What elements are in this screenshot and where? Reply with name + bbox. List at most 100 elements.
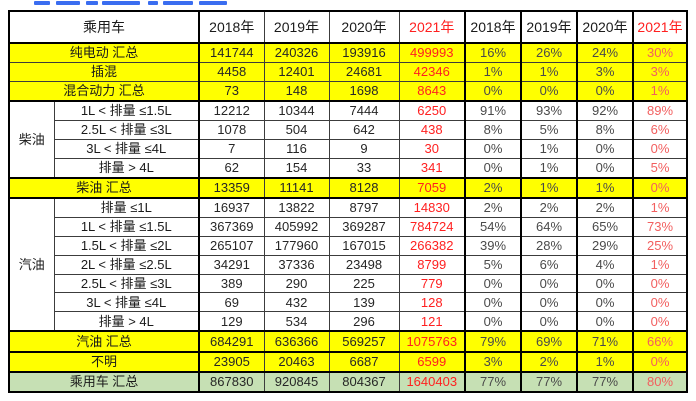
count-2020: 225 [328, 273, 400, 294]
pct-2018: 54% [464, 216, 522, 237]
pct-2021: 0% [632, 292, 688, 313]
passenger-car-sales-table: 乘用车 2018年 2019年 2020年 2021年 2018年 2019年 … [8, 10, 688, 393]
pct-2020: 0% [576, 273, 634, 294]
count-2018: 1078 [198, 119, 265, 140]
count-2019: 240326 [263, 42, 330, 64]
table-row: 排量 > 4L 129 534 296 121 0% 0% 0% 0% [9, 311, 688, 332]
clipped-title-fragment [102, 1, 140, 5]
header-pct-2018: 2018年 [464, 10, 522, 44]
fuel-group-label-diesel: 柴油 [8, 100, 55, 179]
row-label: 汽油 汇总 [8, 330, 200, 353]
pct-2021: 1% [632, 80, 688, 102]
pct-2020: 3% [576, 62, 634, 82]
pct-2021: 1% [632, 254, 688, 275]
count-2019: 13822 [263, 197, 330, 218]
pct-2018: 0% [464, 80, 522, 102]
count-2020: 193916 [328, 42, 400, 64]
count-2019: 504 [263, 119, 330, 140]
table-header-row: 乘用车 2018年 2019年 2020年 2021年 2018年 2019年 … [8, 10, 688, 44]
pct-2021: 89% [632, 100, 688, 121]
pct-2020: 92% [576, 100, 634, 121]
pct-2020: 0% [576, 157, 634, 179]
pct-2018: 0% [464, 292, 522, 313]
table-row: 汽油 汇总 684291 636366 569257 1075763 79% 6… [8, 330, 688, 353]
pct-2020: 29% [576, 235, 634, 256]
count-2018: 129 [198, 311, 265, 332]
clipped-title-fragment [163, 1, 193, 5]
pct-2021: 0% [632, 273, 688, 294]
clipped-title-fragment [86, 1, 98, 5]
table-row: 混合动力 汇总 73 148 1698 8643 0% 0% 0% 1% [8, 80, 688, 102]
pct-2018: 39% [464, 235, 522, 256]
pct-2020: 0% [576, 138, 634, 159]
count-2018: 69 [198, 292, 265, 313]
count-2020: 296 [328, 311, 400, 332]
count-2018: 265107 [198, 235, 265, 256]
header-pct-2020: 2020年 [576, 10, 634, 44]
pct-2021: 1% [632, 197, 688, 218]
pct-2019: 0% [520, 273, 578, 294]
count-2019: 11141 [263, 176, 330, 199]
pct-2019: 2% [520, 351, 578, 373]
count-2019: 116 [263, 138, 330, 159]
table-row: 1.5L < 排量 ≤2L 265107 177960 167015 26638… [9, 235, 688, 256]
count-2020: 804367 [328, 371, 400, 393]
count-2018: 12212 [198, 100, 265, 121]
count-2018: 367369 [198, 216, 265, 237]
count-2019: 10344 [263, 100, 330, 121]
count-2020: 369287 [328, 216, 400, 237]
count-2021: 266382 [398, 235, 466, 256]
pct-2020: 8% [576, 119, 634, 140]
count-2020: 24681 [328, 62, 400, 82]
count-2020: 569257 [328, 330, 400, 353]
pct-2020: 4% [576, 254, 634, 275]
count-2021: 1075763 [398, 330, 466, 353]
table-row: 1L < 排量 ≤1.5L 367369 405992 369287 78472… [9, 216, 688, 237]
pct-2020: 65% [576, 216, 634, 237]
count-2019: 920845 [263, 371, 330, 393]
pct-2020: 1% [576, 351, 634, 373]
row-label: 1.5L < 排量 ≤2L [53, 235, 200, 256]
row-label: 2L < 排量 ≤2.5L [53, 254, 200, 275]
pct-2020: 1% [576, 176, 634, 199]
row-label: 3L < 排量 ≤4L [53, 292, 200, 313]
count-2018: 141744 [198, 42, 265, 64]
count-2019: 154 [263, 157, 330, 179]
pct-2020: 24% [576, 42, 634, 64]
header-count-2021: 2021年 [398, 10, 466, 44]
count-2021: 341 [398, 157, 466, 179]
count-2020: 7444 [328, 100, 400, 121]
count-2019: 20463 [263, 351, 330, 373]
pct-2019: 1% [520, 157, 578, 179]
pct-2020: 2% [576, 197, 634, 218]
table-row: 排量 > 4L 62 154 33 341 0% 1% 0% 5% [9, 157, 688, 179]
count-2020: 139 [328, 292, 400, 313]
table-row: 插混 4458 12401 24681 42346 1% 1% 3% 3% [8, 62, 688, 82]
pct-2018: 77% [464, 371, 522, 393]
table-row: 2.5L < 排量 ≤3L 1078 504 642 438 8% 5% 8% … [9, 119, 688, 140]
count-2021: 6250 [398, 100, 466, 121]
count-2021: 8643 [398, 80, 466, 102]
count-2021: 1640403 [398, 371, 466, 393]
table-row: 柴油 汇总 13359 11141 8128 7059 2% 1% 1% 0% [8, 176, 688, 199]
count-2021: 779 [398, 273, 466, 294]
clipped-title-fragment [56, 1, 80, 5]
count-2018: 7 [198, 138, 265, 159]
pct-2021: 0% [632, 351, 688, 373]
pct-2020: 0% [576, 80, 634, 102]
count-2021: 42346 [398, 62, 466, 82]
pct-2018: 91% [464, 100, 522, 121]
count-2021: 128 [398, 292, 466, 313]
pct-2018: 0% [464, 311, 522, 332]
count-2018: 34291 [198, 254, 265, 275]
pct-2018: 16% [464, 42, 522, 64]
row-label: 1L < 排量 ≤1.5L [53, 100, 200, 121]
pct-2018: 2% [464, 197, 522, 218]
pct-2019: 1% [520, 176, 578, 199]
count-2019: 290 [263, 273, 330, 294]
pct-2019: 64% [520, 216, 578, 237]
pct-2021: 66% [632, 330, 688, 353]
table-row: 2L < 排量 ≤2.5L 34291 37336 23498 8799 5% … [9, 254, 688, 275]
clipped-title-fragment [148, 1, 158, 5]
